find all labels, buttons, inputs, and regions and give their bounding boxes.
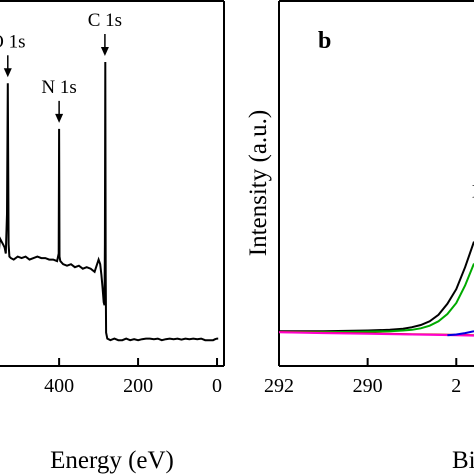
panel-b-x-tick-label: 2 xyxy=(451,375,461,397)
peak-label: N 1s xyxy=(41,77,76,98)
panel-b-fit-lines xyxy=(278,241,474,337)
panel-a-peak-annotations: C 1s O 1s N 1s xyxy=(0,10,122,123)
panel-a: 400 200 0 C 1s O 1s N 1s Energy (eV) xyxy=(0,0,225,474)
panel-b-series-line xyxy=(447,330,474,337)
panel-a-x-tick-label: 400 xyxy=(44,375,74,397)
panel-b-peak-label: I xyxy=(472,182,474,203)
panel-b-series-line xyxy=(279,263,474,333)
panel-b-annotations: I xyxy=(472,182,474,203)
panel-b-letter: b xyxy=(318,28,331,54)
peak-annotation: N 1s xyxy=(41,77,77,123)
panel-a-x-ticks xyxy=(58,358,219,366)
panel-a-x-tick-labels: 400 200 0 xyxy=(44,375,222,397)
panel-b-x-axis-label: Bi xyxy=(452,447,474,474)
panel-b-x-tick-label: 292 xyxy=(264,375,294,397)
panel-b-series-line xyxy=(279,241,474,333)
panel-b-x-tick-label: 290 xyxy=(353,375,383,397)
panel-a-survey-spectrum-line xyxy=(0,61,219,342)
panel-a-x-axis-label: Energy (eV) xyxy=(50,447,174,474)
peak-annotation: C 1s xyxy=(88,10,122,56)
panel-a-x-tick-label: 200 xyxy=(123,375,153,397)
panel-b: 292 290 2 I b Intensity (a.u.) Bi xyxy=(245,0,474,474)
peak-label: O 1s xyxy=(0,31,25,52)
annotation-arrow-head xyxy=(100,47,109,56)
panel-b-x-ticks xyxy=(278,358,458,366)
panel-b-y-axis-label: Intensity (a.u.) xyxy=(245,110,272,256)
peak-annotation: O 1s xyxy=(0,31,25,78)
panel-b-x-tick-labels: 292 290 2 xyxy=(264,375,461,397)
panel-a-x-tick-label: 0 xyxy=(212,375,222,397)
annotation-arrow-head xyxy=(55,113,64,123)
annotation-arrow-head xyxy=(3,68,12,78)
peak-label: C 1s xyxy=(88,10,122,31)
